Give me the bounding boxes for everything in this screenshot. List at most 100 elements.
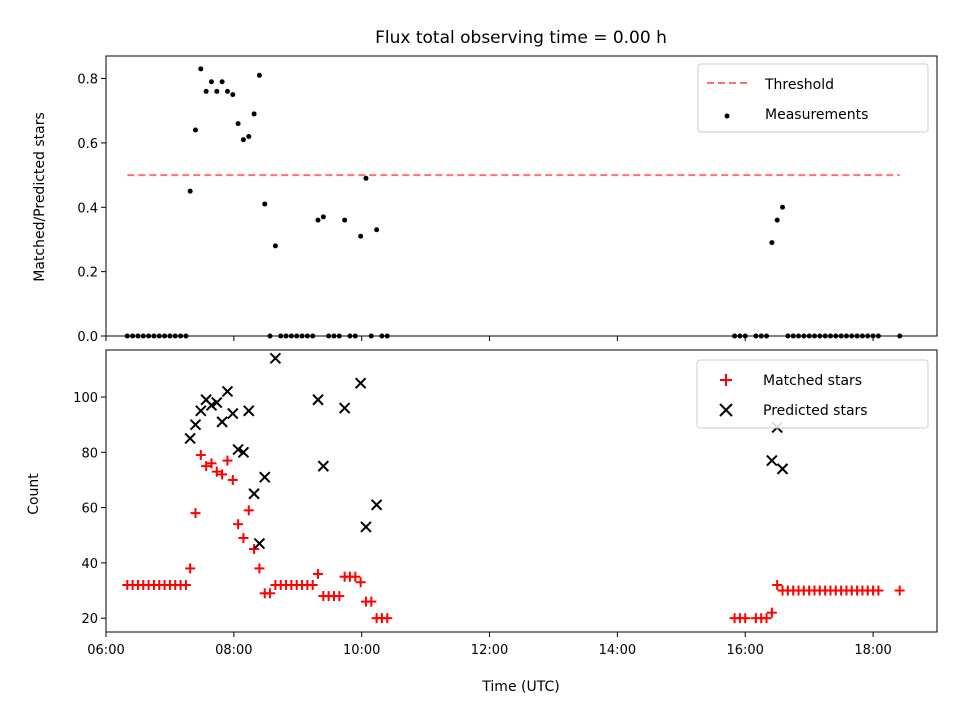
measurement-point <box>135 333 141 339</box>
bottom-axis-ticks: 20 40 60 80 100 06:00 08:00 10:00 12:00 14:00 16:0… <box>73 391 892 658</box>
matched-star-point <box>233 519 244 530</box>
measurement-point <box>774 217 780 223</box>
matched-star-point <box>190 508 201 519</box>
predicted-star-point <box>253 537 266 550</box>
measurement-point <box>859 333 865 339</box>
measurement-point <box>352 333 358 339</box>
matched-star-point <box>334 591 345 602</box>
measurement-point <box>849 333 855 339</box>
predicted-star-point <box>189 418 202 431</box>
bottom-x-tick-label: 06:00 <box>87 643 124 658</box>
predicted-star-point <box>360 521 372 533</box>
bottom-legend: Matched stars Predicted stars <box>696 359 929 429</box>
measurement-point <box>838 333 844 339</box>
top-chart-title: Flux total observing time = 0.00 h <box>375 28 667 48</box>
measurement-point <box>870 333 876 339</box>
matched-star-point <box>254 563 265 574</box>
measurement-point <box>156 333 162 339</box>
matched-star-point <box>307 580 318 590</box>
bottom-x-tick-label: 18:00 <box>854 643 891 658</box>
bottom-legend-box <box>696 359 929 429</box>
measurement-point <box>208 79 214 85</box>
measurement-point <box>320 214 326 220</box>
predicted-star-point <box>232 443 244 456</box>
matched-star-point <box>227 474 238 485</box>
measurement-point <box>769 240 775 246</box>
measurement-point <box>288 333 294 339</box>
matched-star-point <box>355 577 366 588</box>
legend-measurements-label: Measurements <box>765 107 868 123</box>
predicted-star-point <box>221 385 234 398</box>
measurement-point <box>214 88 220 94</box>
bottom-x-tick-label: 10:00 <box>343 643 380 658</box>
predicted-star-point <box>211 396 223 409</box>
top-panel: 0.00.20.40.60.8 Matched/Predicted stars … <box>32 55 938 345</box>
predicted-star-point <box>243 405 255 417</box>
measurement-point <box>742 333 748 339</box>
measurement-point <box>272 243 278 249</box>
matched-star-point <box>185 563 196 574</box>
bottom-y-tick-label: 100 <box>73 391 98 406</box>
measurement-point <box>326 333 332 339</box>
matched-star-point <box>243 505 254 516</box>
predicted-star-point <box>184 432 196 445</box>
matched-star-point <box>740 613 751 624</box>
measurement-point <box>811 333 817 339</box>
bottom-panel: 20 40 60 80 100 06:00 08:00 10:00 12:00 14:00 16:0… <box>26 349 938 695</box>
matched-star-point <box>265 588 276 599</box>
legend-predicted-swatch <box>719 403 733 417</box>
matched-star-point <box>195 450 206 461</box>
measurement-point <box>251 111 257 117</box>
measurement-point <box>363 175 369 181</box>
measurement-point <box>833 333 839 339</box>
matched-star-point <box>772 580 783 590</box>
bottom-x-tick-label: 16:00 <box>726 643 763 658</box>
top-y-tick-label: 0.6 <box>77 137 98 152</box>
measurement-point <box>124 333 130 339</box>
measurement-point <box>875 333 881 339</box>
matched-star-point <box>206 458 217 469</box>
top-y-axis-label: Matched/Predicted stars <box>32 112 48 282</box>
bottom-y-tick-label: 80 <box>81 446 98 461</box>
predicted-star-point <box>370 499 383 511</box>
measurement-point <box>219 79 225 85</box>
matched-star-point <box>873 585 884 596</box>
measurement-point <box>294 333 300 339</box>
bottom-data-marks <box>122 352 905 624</box>
matched-star-point <box>382 613 393 624</box>
measurement-point <box>732 333 738 339</box>
top-legend: Threshold Measurements <box>697 63 929 133</box>
bottom-y-tick-label: 60 <box>81 502 98 517</box>
legend-predicted-label: Predicted stars <box>763 403 868 419</box>
measurement-point <box>737 333 743 339</box>
measurement-point <box>146 333 152 339</box>
predicted-star-point <box>259 471 271 483</box>
measurement-point <box>235 121 241 127</box>
matched-star-point <box>766 607 777 618</box>
bottom-x-tick-label: 12:00 <box>471 643 508 658</box>
top-y-tick-label: 0.2 <box>77 266 98 281</box>
measurement-point <box>240 137 246 143</box>
predicted-star-point <box>766 454 778 467</box>
measurement-point <box>256 72 262 78</box>
measurement-point <box>897 333 903 339</box>
measurement-point <box>167 333 173 339</box>
bottom-x-axis-label: Time (UTC) <box>481 679 559 695</box>
matched-star-point <box>238 533 249 543</box>
measurement-point <box>262 201 268 207</box>
measurement-point <box>172 333 178 339</box>
matched-star-point <box>217 469 228 480</box>
measurement-point <box>854 333 860 339</box>
measurement-point <box>342 217 348 223</box>
legend-matched-swatch <box>720 374 732 386</box>
measurement-point <box>796 333 801 339</box>
measurement-point <box>801 333 807 339</box>
matched-star-point <box>222 455 233 466</box>
measurement-point <box>358 233 364 239</box>
predicted-star-point <box>237 446 250 459</box>
predicted-star-point <box>195 405 207 417</box>
measurement-point <box>790 333 796 339</box>
measurement-point <box>278 333 284 339</box>
predicted-star-point <box>354 377 367 389</box>
measurement-point <box>384 333 390 339</box>
